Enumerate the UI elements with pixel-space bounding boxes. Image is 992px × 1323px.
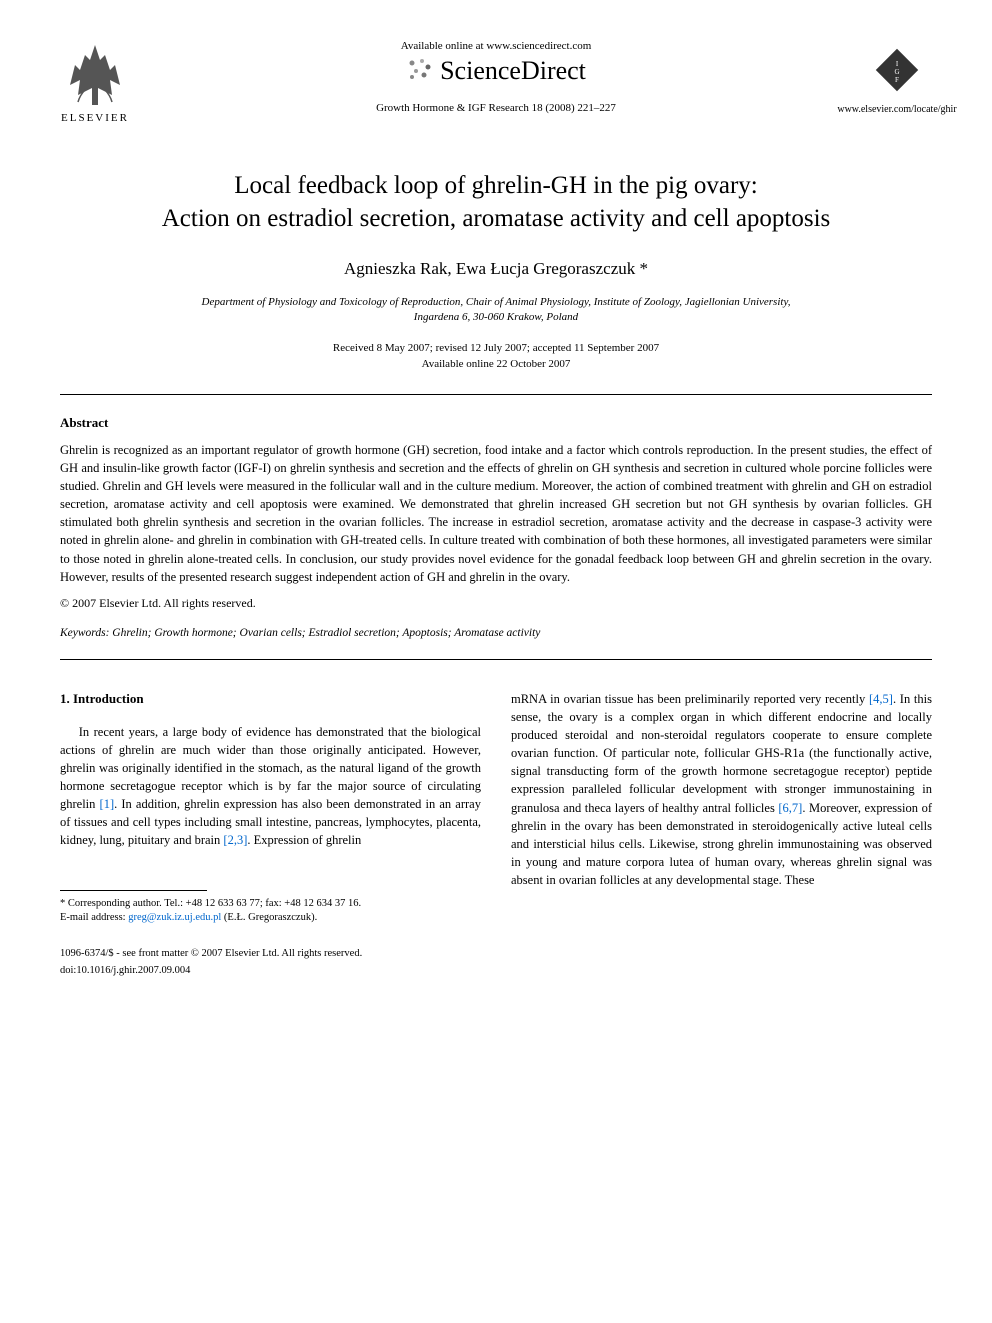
footer-issn: 1096-6374/$ - see front matter © 2007 El…	[60, 946, 481, 961]
affiliation: Department of Physiology and Toxicology …	[60, 295, 932, 326]
ref-link-1[interactable]: [1]	[100, 797, 115, 811]
email-label: E-mail address:	[60, 912, 126, 923]
email-name: (E.Ł. Gregoraszczuk).	[221, 912, 317, 923]
abstract-heading: Abstract	[60, 415, 932, 431]
elsevier-logo: ELSEVIER	[60, 40, 130, 124]
intro-paragraph-1: In recent years, a large body of evidenc…	[60, 723, 481, 850]
authors: Agnieszka Rak, Ewa Łucja Gregoraszczuk *	[60, 259, 932, 279]
column-right: mRNA in ovarian tissue has been prelimin…	[511, 690, 932, 979]
corresponding-author-footnote: * Corresponding author. Tel.: +48 12 633…	[60, 897, 481, 912]
email-address[interactable]: greg@zuk.iz.uj.edu.pl	[128, 912, 221, 923]
footer-doi: doi:10.1016/j.ghir.2007.09.004	[60, 963, 481, 978]
elsevier-tree-icon	[60, 40, 130, 110]
text-fragment: . Expression of ghrelin	[247, 833, 361, 847]
journal-citation: Growth Hormone & IGF Research 18 (2008) …	[130, 102, 862, 114]
sciencedirect-dots-icon	[406, 57, 434, 90]
text-fragment: mRNA in ovarian tissue has been prelimin…	[511, 692, 869, 706]
available-online-date: Available online 22 October 2007	[60, 358, 932, 370]
keywords: Keywords: Ghrelin; Growth hormone; Ovari…	[60, 627, 932, 639]
title-line-2: Action on estradiol secretion, aromatase…	[162, 205, 831, 232]
elsevier-label: ELSEVIER	[61, 112, 129, 124]
email-footnote: E-mail address: greg@zuk.iz.uj.edu.pl (E…	[60, 911, 481, 926]
title-line-1: Local feedback loop of ghrelin-GH in the…	[234, 172, 757, 199]
footnote-rule	[60, 890, 207, 891]
keywords-text: Ghrelin; Growth hormone; Ovarian cells; …	[109, 627, 540, 639]
available-online-text: Available online at www.sciencedirect.co…	[130, 40, 862, 52]
header-row: ELSEVIER Available online at www.science…	[60, 40, 932, 130]
sciencedirect-logo: ScienceDirect	[130, 56, 862, 90]
svg-text:G: G	[894, 68, 899, 76]
manuscript-dates: Received 8 May 2007; revised 12 July 200…	[60, 342, 932, 354]
keywords-label: Keywords:	[60, 627, 109, 639]
sciencedirect-text: ScienceDirect	[440, 56, 586, 85]
ref-link-2-3[interactable]: [2,3]	[223, 833, 247, 847]
ref-link-4-5[interactable]: [4,5]	[869, 692, 893, 706]
ref-link-6-7[interactable]: [6,7]	[778, 801, 802, 815]
column-left: 1. Introduction In recent years, a large…	[60, 690, 481, 979]
copyright: © 2007 Elsevier Ltd. All rights reserved…	[60, 596, 932, 611]
text-fragment: . In this sense, the ovary is a complex …	[511, 692, 932, 815]
center-header: Available online at www.sciencedirect.co…	[130, 40, 862, 114]
introduction-heading: 1. Introduction	[60, 690, 481, 709]
journal-logo: I G F www.elsevier.com/locate/ghir	[862, 40, 932, 130]
affiliation-line-2: Ingardena 6, 30-060 Krakow, Poland	[414, 311, 578, 323]
rule-top	[60, 394, 932, 395]
body-columns: 1. Introduction In recent years, a large…	[60, 690, 932, 979]
rule-bottom	[60, 659, 932, 660]
affiliation-line-1: Department of Physiology and Toxicology …	[202, 296, 791, 308]
journal-diamond-icon: I G F	[867, 40, 927, 100]
abstract-body: Ghrelin is recognized as an important re…	[60, 441, 932, 586]
article-title: Local feedback loop of ghrelin-GH in the…	[60, 170, 932, 235]
intro-paragraph-1-cont: mRNA in ovarian tissue has been prelimin…	[511, 690, 932, 889]
svg-text:F: F	[895, 76, 899, 84]
journal-url: www.elsevier.com/locate/ghir	[837, 104, 956, 115]
